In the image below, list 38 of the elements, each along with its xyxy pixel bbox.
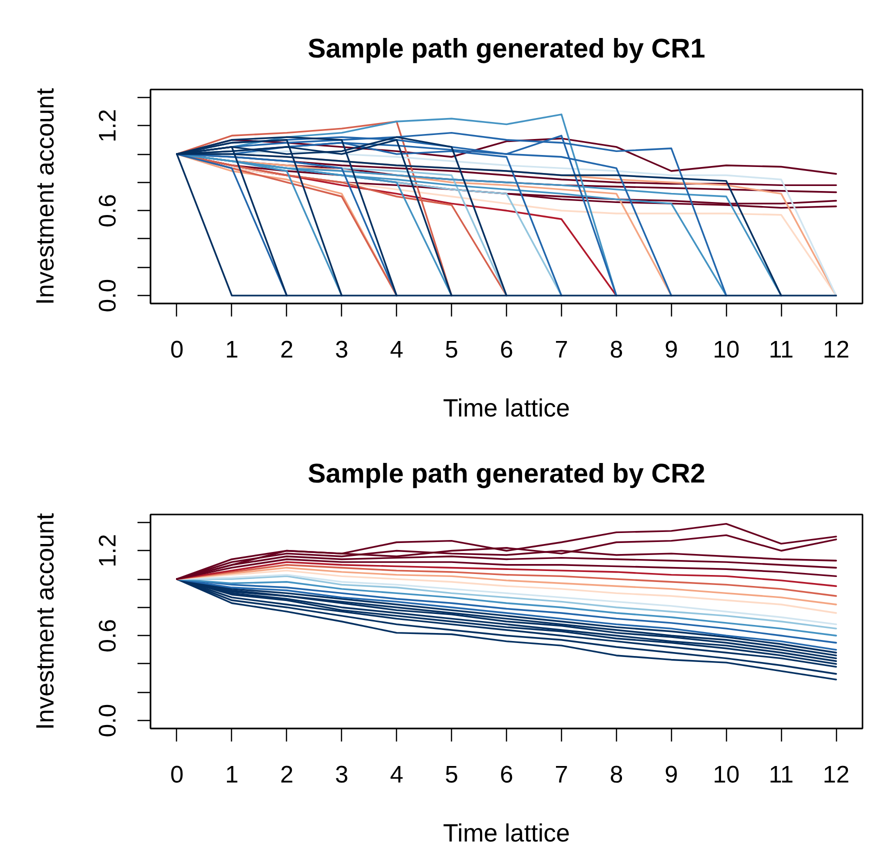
x-tick-label: 6 [500, 336, 514, 364]
x-tick-label: 12 [822, 762, 850, 788]
x-tick-label: 10 [712, 762, 740, 788]
x-axis-title: Time lattice [443, 394, 570, 422]
x-tick-label: 11 [768, 762, 794, 788]
x-tick-label: 2 [280, 336, 294, 364]
x-tick-label: 12 [822, 336, 850, 364]
x-tick-label: 4 [390, 762, 404, 788]
x-tick-label: 11 [768, 336, 794, 364]
x-tick-label: 1 [225, 336, 238, 364]
x-tick-label: 1 [225, 762, 238, 788]
y-axis-title: Investment account [32, 513, 60, 730]
x-tick-label: 7 [554, 336, 568, 364]
y-axis-title: Investment account [32, 88, 60, 305]
x-tick-label: 5 [444, 762, 458, 788]
y-tick-label: 1.2 [94, 109, 122, 142]
chart-title: Sample path generated by CR2 [308, 458, 706, 488]
x-tick-label: 9 [664, 762, 678, 788]
x-tick-label: 5 [444, 336, 458, 364]
chart-title: Sample path generated by CR1 [308, 34, 706, 64]
x-tick-label: 8 [610, 762, 624, 788]
x-tick-label: 7 [554, 762, 568, 788]
x-tick-label: 4 [390, 336, 404, 364]
x-tick-label: 0 [170, 336, 184, 364]
x-tick-label: 8 [610, 336, 624, 364]
y-tick-label: 1.2 [94, 534, 122, 568]
x-tick-label: 9 [664, 336, 678, 364]
x-tick-label: 3 [335, 762, 348, 788]
x-axis-title: Time lattice [443, 820, 570, 848]
x-tick-label: 2 [280, 762, 294, 788]
y-tick-label: 0.0 [94, 704, 122, 738]
y-tick-label: 0.6 [94, 618, 122, 652]
x-tick-label: 0 [170, 762, 184, 788]
x-tick-label: 6 [500, 762, 514, 788]
x-tick-label: 10 [712, 336, 740, 364]
y-tick-label: 0.0 [94, 278, 122, 312]
y-tick-label: 0.6 [94, 194, 122, 228]
x-tick-label: 3 [335, 336, 348, 364]
